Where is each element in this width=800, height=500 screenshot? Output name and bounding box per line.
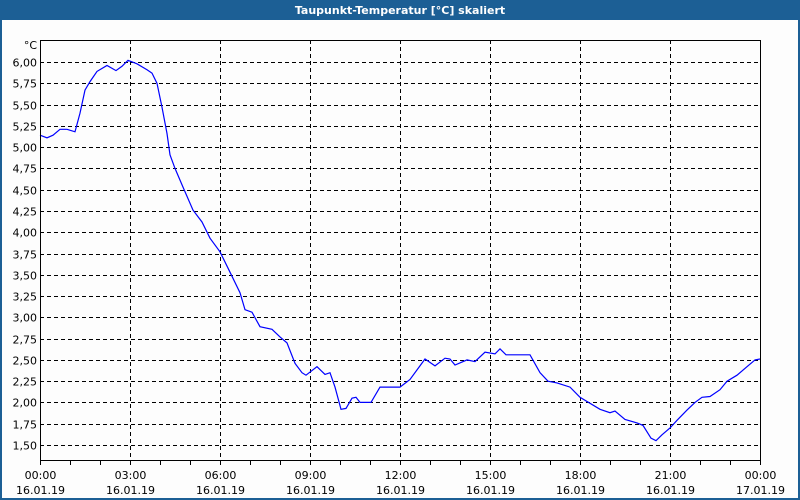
x-tick-date: 16.01.19	[466, 484, 515, 497]
window-title: Taupunkt-Temperatur [°C] skaliert	[0, 0, 800, 20]
x-tick-date: 16.01.19	[556, 484, 605, 497]
x-tick-time: 00:00	[25, 469, 57, 482]
x-tick-date: 16.01.19	[646, 484, 695, 497]
x-tick-time: 06:00	[205, 469, 237, 482]
y-tick-label: 5,25	[13, 121, 38, 134]
x-axis: 00:00 16.01.19 03:00 16.01.19 06:00 16.01.19 0…	[16, 461, 785, 497]
y-tick-label: 2,25	[13, 376, 38, 389]
x-tick-time: 21:00	[655, 469, 687, 482]
y-tick-label: 3,00	[13, 312, 38, 325]
y-tick-label: 5,00	[13, 142, 38, 155]
y-tick-label: 3,75	[13, 249, 38, 262]
y-tick-label: 6,00	[13, 57, 38, 70]
y-tick-label: 3,25	[13, 291, 38, 304]
x-tick-time: 00:00	[745, 469, 777, 482]
plot-frame	[40, 40, 761, 461]
y-tick-label: 2,75	[13, 334, 38, 347]
y-axis-unit: °C	[24, 39, 38, 52]
series	[39, 59, 761, 442]
x-tick-date: 16.01.19	[16, 484, 65, 497]
x-tick-date: 17.01.19	[736, 484, 785, 497]
x-tick-date: 16.01.19	[196, 484, 245, 497]
y-tick-label: 1,50	[13, 440, 38, 453]
y-tick-label: 4,50	[13, 185, 38, 198]
x-tick-time: 18:00	[565, 469, 597, 482]
x-tick-date: 16.01.19	[376, 484, 425, 497]
x-tick-time: 09:00	[295, 469, 327, 482]
y-axis: 1,50 1,75 2,00 2,25 2,50 2,75 3,00 3,25 3,50 3,75…	[13, 57, 38, 453]
x-tick-time: 15:00	[475, 469, 507, 482]
dewpoint-line	[39, 59, 761, 442]
y-tick-label: 2,00	[13, 397, 38, 410]
y-tick-label: 5,50	[13, 100, 38, 113]
x-tick-time: 03:00	[115, 469, 147, 482]
y-tick-label: 1,75	[13, 419, 38, 432]
x-tick-time: 12:00	[385, 469, 417, 482]
grid	[40, 40, 760, 461]
x-tick-date: 16.01.19	[286, 484, 335, 497]
y-tick-label: 3,50	[13, 270, 38, 283]
y-tick-label: 5,75	[13, 78, 38, 91]
y-tick-label: 4,00	[13, 227, 38, 240]
y-tick-label: 4,25	[13, 206, 38, 219]
y-tick-label: 2,50	[13, 355, 38, 368]
y-tick-label: 4,75	[13, 163, 38, 176]
x-tick-date: 16.01.19	[106, 484, 155, 497]
